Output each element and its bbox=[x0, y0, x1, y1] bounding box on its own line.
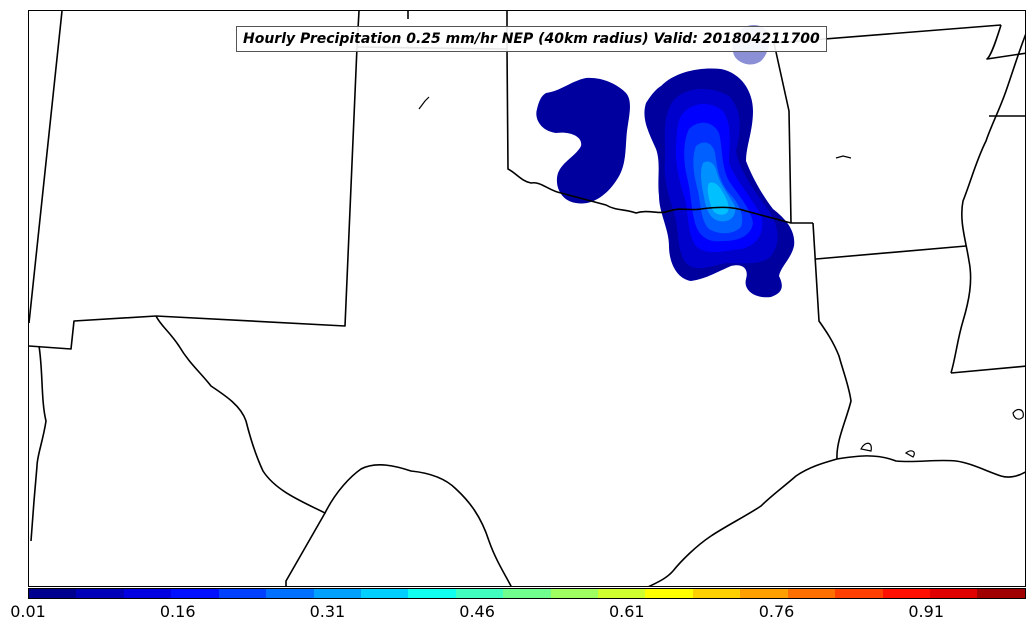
border-texas bbox=[155, 315, 512, 586]
border-ms bbox=[950, 365, 1025, 374]
map-panel: Hourly Precipitation 0.25 mm/hr NEP (40k… bbox=[28, 10, 1026, 587]
colorbar-segment bbox=[835, 589, 883, 598]
border-nm-south bbox=[285, 512, 326, 586]
lakes bbox=[418, 96, 1024, 458]
colorbar-tick-label: 0.76 bbox=[758, 602, 795, 621]
colorbar-tick-label: 0.16 bbox=[159, 602, 196, 621]
colorbar-segment bbox=[455, 589, 504, 598]
border-chihuahua bbox=[30, 345, 47, 542]
coastline-gulf bbox=[648, 458, 838, 586]
border-nm-az bbox=[29, 11, 63, 324]
colorbar-segment bbox=[123, 589, 172, 598]
colorbar-segment bbox=[29, 589, 77, 598]
border-ok-ar bbox=[773, 42, 792, 224]
colorbar-segment bbox=[740, 589, 788, 598]
precip-field-east bbox=[644, 68, 795, 298]
colorbar-segment bbox=[360, 589, 409, 598]
colorbar-segment bbox=[171, 589, 219, 598]
border-mo-tn bbox=[986, 24, 1025, 60]
colorbar-segment bbox=[408, 589, 456, 598]
lake-la-3 bbox=[904, 450, 915, 458]
lake-la bbox=[1012, 408, 1024, 420]
colorbar-tick-label: 0.31 bbox=[309, 602, 346, 621]
lake-ok-west bbox=[418, 96, 430, 110]
coastline-la bbox=[836, 455, 1025, 478]
precip-blob-west bbox=[536, 77, 630, 204]
state-boundaries bbox=[29, 11, 1025, 586]
colorbar-tick-label: 0.61 bbox=[608, 602, 645, 621]
colorbar-segment bbox=[930, 589, 978, 598]
colorbar-segment bbox=[787, 589, 836, 598]
border-tx-west bbox=[155, 46, 358, 327]
precip-field-west bbox=[536, 77, 630, 204]
colorbar-segment bbox=[550, 589, 599, 598]
colorbar-segment bbox=[882, 589, 931, 598]
colorbar-segment bbox=[503, 589, 551, 598]
colorbar-segment bbox=[977, 589, 1025, 598]
border-mexico bbox=[29, 315, 157, 350]
colorbar-segment bbox=[266, 589, 314, 598]
colorbar-segment bbox=[692, 589, 741, 598]
border-ar-la bbox=[815, 245, 967, 260]
border-tx-la bbox=[812, 222, 852, 460]
mississippi-river bbox=[950, 33, 1025, 374]
colorbar-tick-label: 0.01 bbox=[10, 602, 46, 621]
colorbar-segment bbox=[218, 589, 267, 598]
colorbar bbox=[28, 588, 1026, 599]
lake-la-2 bbox=[860, 442, 872, 452]
border-ok-panhandle bbox=[356, 46, 813, 224]
colorbar-segment bbox=[313, 589, 361, 598]
colorbar-tick-label: 0.91 bbox=[908, 602, 944, 621]
precip-level-7 bbox=[707, 182, 729, 215]
colorbar-segment bbox=[76, 589, 124, 598]
colorbar-segment bbox=[598, 589, 646, 598]
colorbar-segment bbox=[645, 589, 693, 598]
lake-ar bbox=[835, 155, 852, 159]
map-canvas bbox=[29, 11, 1025, 586]
map-title: Hourly Precipitation 0.25 mm/hr NEP (40k… bbox=[236, 26, 827, 52]
colorbar-tick-label: 0.46 bbox=[459, 602, 495, 621]
